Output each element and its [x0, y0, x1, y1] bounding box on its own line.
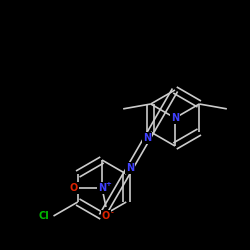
- Text: O: O: [70, 183, 78, 193]
- Text: N: N: [98, 183, 106, 193]
- Text: N: N: [126, 163, 134, 173]
- Text: -: -: [110, 210, 114, 216]
- Text: O: O: [102, 211, 110, 221]
- Text: N: N: [171, 113, 179, 123]
- Text: +: +: [105, 181, 111, 187]
- Text: Cl: Cl: [39, 211, 50, 221]
- Text: N: N: [143, 133, 151, 143]
